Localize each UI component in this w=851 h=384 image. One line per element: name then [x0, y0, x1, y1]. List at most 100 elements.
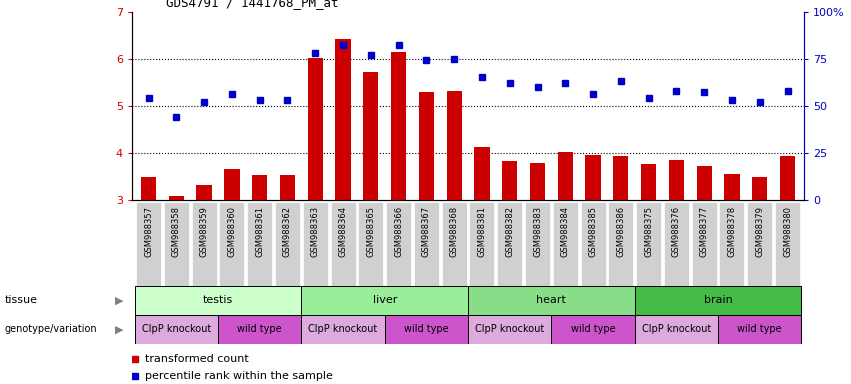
Bar: [275, 202, 300, 286]
Bar: [551, 315, 635, 344]
Bar: [664, 202, 689, 286]
Bar: [530, 163, 545, 200]
Bar: [635, 315, 718, 344]
Bar: [280, 175, 295, 200]
Text: GSM988378: GSM988378: [728, 206, 736, 257]
Text: GSM988380: GSM988380: [783, 206, 792, 257]
Bar: [585, 155, 601, 200]
Text: GSM988360: GSM988360: [227, 206, 237, 257]
Bar: [557, 152, 573, 200]
Bar: [301, 315, 385, 344]
Bar: [719, 202, 745, 286]
Text: ClpP knockout: ClpP knockout: [142, 324, 211, 334]
Bar: [468, 315, 551, 344]
Bar: [225, 169, 239, 200]
Bar: [391, 51, 406, 200]
Text: ClpP knockout: ClpP knockout: [308, 324, 378, 334]
Text: GSM988362: GSM988362: [283, 206, 292, 257]
Bar: [752, 177, 768, 200]
Bar: [141, 177, 157, 200]
Text: ClpP knockout: ClpP knockout: [642, 324, 711, 334]
Text: GSM988358: GSM988358: [172, 206, 181, 257]
Bar: [608, 202, 633, 286]
Bar: [442, 202, 466, 286]
Bar: [136, 202, 161, 286]
Text: GSM988363: GSM988363: [311, 206, 320, 257]
Text: GSM988379: GSM988379: [755, 206, 764, 257]
Bar: [553, 202, 578, 286]
Bar: [164, 202, 189, 286]
Bar: [718, 315, 802, 344]
Bar: [747, 202, 772, 286]
Text: wild type: wild type: [738, 324, 782, 334]
Text: transformed count: transformed count: [146, 354, 249, 364]
Bar: [468, 286, 635, 315]
Text: GSM988384: GSM988384: [561, 206, 570, 257]
Bar: [307, 58, 323, 200]
Bar: [447, 91, 462, 200]
Text: GSM988375: GSM988375: [644, 206, 653, 257]
Text: wild type: wild type: [404, 324, 448, 334]
Text: genotype/variation: genotype/variation: [4, 324, 97, 334]
Text: GSM988357: GSM988357: [144, 206, 153, 257]
Bar: [385, 315, 468, 344]
Text: wild type: wild type: [237, 324, 282, 334]
Text: GDS4791 / 1441768_PM_at: GDS4791 / 1441768_PM_at: [165, 0, 338, 9]
Bar: [247, 202, 272, 286]
Text: GSM988385: GSM988385: [589, 206, 597, 257]
Text: ▶: ▶: [115, 324, 123, 334]
Bar: [303, 202, 328, 286]
Text: heart: heart: [536, 295, 566, 306]
Bar: [669, 160, 684, 200]
Text: GSM988367: GSM988367: [422, 206, 431, 257]
Bar: [414, 202, 439, 286]
Text: ClpP knockout: ClpP knockout: [475, 324, 545, 334]
Text: tissue: tissue: [4, 295, 37, 306]
Text: GSM988364: GSM988364: [339, 206, 347, 257]
Text: GSM988377: GSM988377: [700, 206, 709, 257]
Bar: [134, 286, 301, 315]
Bar: [419, 93, 434, 200]
Text: GSM988383: GSM988383: [533, 206, 542, 257]
Bar: [301, 286, 468, 315]
Text: liver: liver: [373, 295, 397, 306]
Bar: [497, 202, 523, 286]
Text: GSM988381: GSM988381: [477, 206, 487, 257]
Bar: [724, 174, 740, 200]
Text: GSM988382: GSM988382: [505, 206, 514, 257]
Bar: [525, 202, 550, 286]
Bar: [470, 202, 494, 286]
Bar: [474, 147, 489, 200]
Bar: [386, 202, 411, 286]
Text: percentile rank within the sample: percentile rank within the sample: [146, 371, 334, 381]
Text: GSM988365: GSM988365: [366, 206, 375, 257]
Bar: [191, 202, 217, 286]
Bar: [580, 202, 606, 286]
Text: testis: testis: [203, 295, 233, 306]
Bar: [218, 315, 301, 344]
Bar: [363, 72, 379, 200]
Bar: [252, 175, 267, 200]
Bar: [220, 202, 244, 286]
Bar: [775, 202, 800, 286]
Bar: [780, 156, 795, 200]
Bar: [614, 156, 629, 200]
Text: brain: brain: [704, 295, 733, 306]
Bar: [697, 166, 711, 200]
Bar: [335, 39, 351, 200]
Bar: [502, 161, 517, 200]
Bar: [197, 185, 212, 200]
Text: GSM988366: GSM988366: [394, 206, 403, 257]
Text: GSM988376: GSM988376: [672, 206, 681, 257]
Text: ▶: ▶: [115, 295, 123, 306]
Text: GSM988368: GSM988368: [449, 206, 459, 257]
Bar: [358, 202, 383, 286]
Bar: [134, 315, 218, 344]
Text: GSM988359: GSM988359: [200, 206, 208, 257]
Text: wild type: wild type: [571, 324, 615, 334]
Text: GSM988361: GSM988361: [255, 206, 264, 257]
Bar: [692, 202, 717, 286]
Bar: [635, 286, 802, 315]
Bar: [636, 202, 661, 286]
Bar: [330, 202, 356, 286]
